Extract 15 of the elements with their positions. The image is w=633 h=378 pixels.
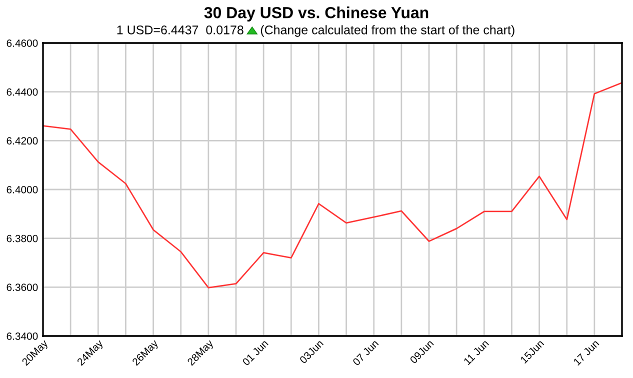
y-tick-label: 6.3600 (6, 284, 38, 292)
x-tick-label: 17 Jun (573, 340, 600, 366)
x-tick-label: 07 Jun (352, 339, 379, 366)
y-tick-label: 6.4000 (6, 186, 38, 194)
y-tick-label: 6.4200 (6, 137, 38, 145)
x-tick-label: 01 Jun (242, 339, 269, 366)
y-tick-label: 6.4400 (6, 88, 38, 96)
chart-title: 30 Day USD vs. Chinese Yuan (204, 6, 428, 22)
x-tick-label: 11 Jun (463, 340, 490, 366)
chart-subtitle: 1 USD=6.4437 0.0178 (117, 26, 244, 34)
text: (Change calculated from the start of the chart) (260, 25, 514, 37)
y-tick-label: 6.4600 (6, 40, 38, 47)
y-tick-label: 6.3800 (6, 234, 38, 242)
y-tick-label: 6.3400 (6, 332, 38, 340)
line-series (43, 82, 622, 288)
